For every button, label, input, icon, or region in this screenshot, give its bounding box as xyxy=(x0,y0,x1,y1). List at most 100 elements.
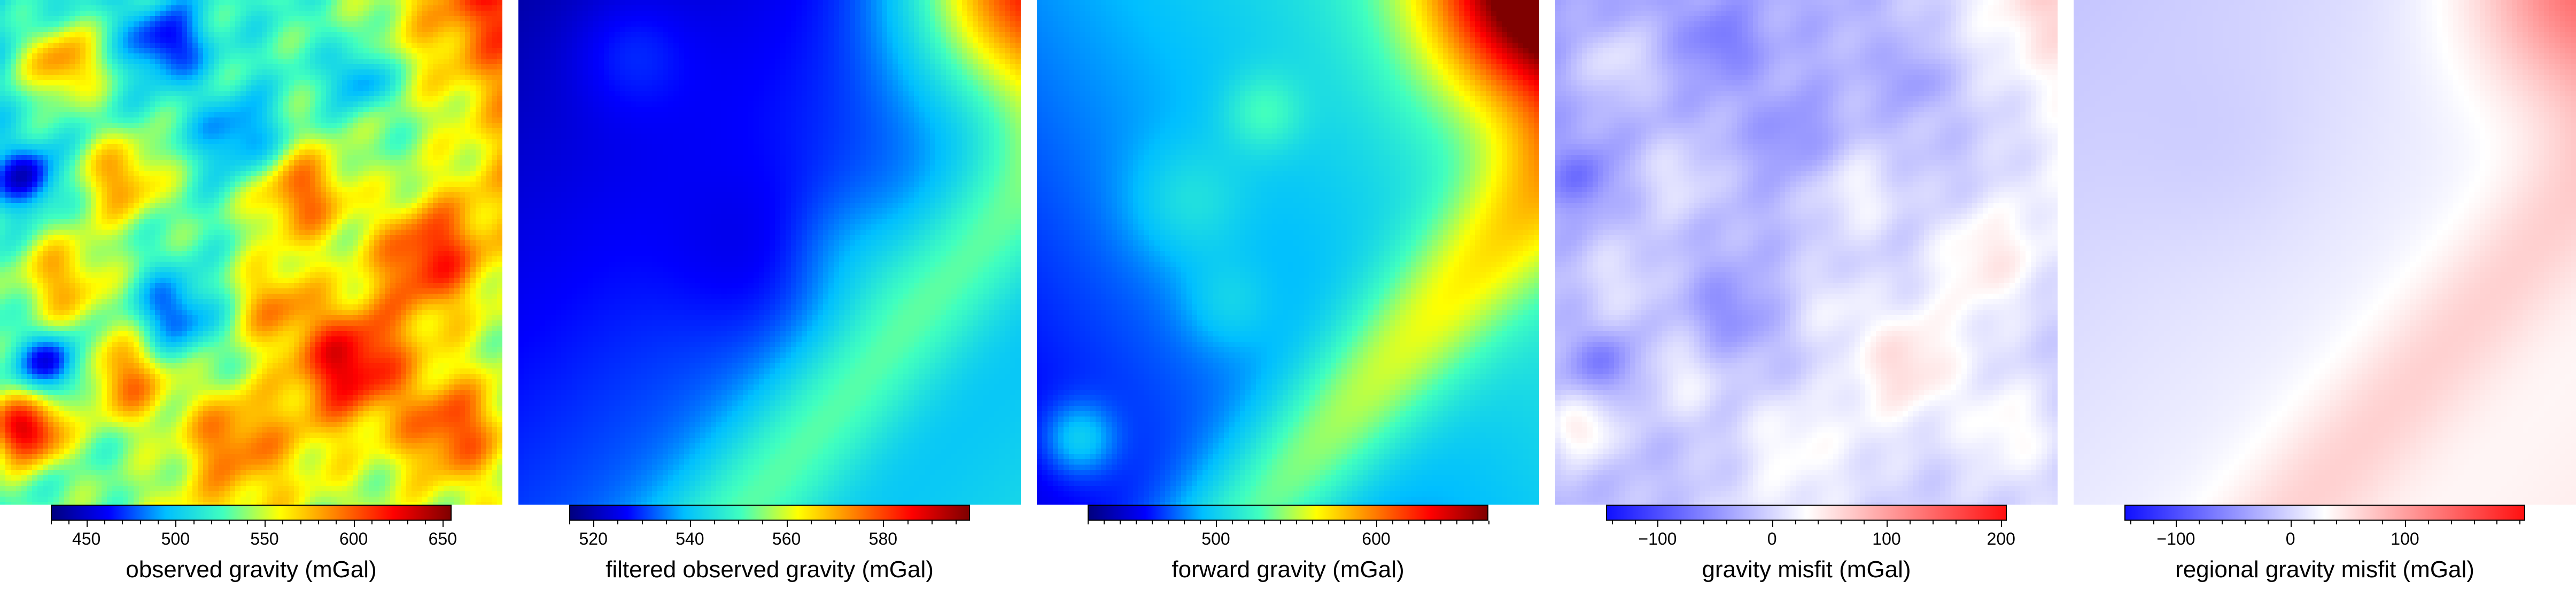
colorbar-minor-tick xyxy=(229,521,230,524)
colorbar-major-tick xyxy=(175,521,177,527)
regional-gravity-misfit-ticks: −100 0 100 xyxy=(2124,521,2525,553)
colorbar-tick-label: 100 xyxy=(2391,529,2419,549)
colorbar-minor-tick xyxy=(1488,521,1489,524)
colorbar-tick-label: 520 xyxy=(579,529,607,549)
colorbar-major-tick xyxy=(265,521,266,527)
colorbar-tick-label: 550 xyxy=(250,529,278,549)
colorbar-minor-tick xyxy=(1978,521,1980,524)
colorbar-minor-tick xyxy=(2245,521,2246,524)
colorbar-minor-tick xyxy=(68,521,70,524)
colorbar-minor-tick xyxy=(336,521,337,524)
panel-forward-gravity: 500 600 forward gravity (mGal) xyxy=(1037,0,1539,589)
colorbar-minor-tick xyxy=(569,521,570,524)
colorbar-minor-tick xyxy=(1232,521,1233,524)
colorbar-minor-tick xyxy=(1264,521,1265,524)
observed-gravity-label: observed gravity (mGal) xyxy=(0,556,502,583)
colorbar-minor-tick xyxy=(1408,521,1409,524)
colorbar-minor-tick xyxy=(51,521,52,524)
colorbar-tick-label: 500 xyxy=(161,529,190,549)
observed-gravity-map xyxy=(0,0,502,505)
panel-gravity-misfit: −100 0 100 200 gravity misfit (mGal) xyxy=(1555,0,2058,589)
colorbar-minor-tick xyxy=(810,521,812,524)
colorbar-minor-tick xyxy=(318,521,319,524)
colorbar-minor-tick xyxy=(1955,521,1957,524)
panel-observed-gravity: 450 500 550 600 650 observed gravity (mGal) xyxy=(0,0,502,589)
regional-gravity-misfit-colorbar xyxy=(2124,505,2525,521)
colorbar-major-tick xyxy=(443,521,444,527)
colorbar-minor-tick xyxy=(371,521,373,524)
colorbar-minor-tick xyxy=(738,521,740,524)
colorbar-minor-tick xyxy=(2199,521,2200,524)
regional-gravity-misfit-raster xyxy=(2074,0,2576,505)
colorbar-tick-label: 600 xyxy=(1362,529,1390,549)
colorbar-major-tick xyxy=(2001,521,2003,527)
colorbar-tick-label: 0 xyxy=(1767,529,1777,549)
colorbar-minor-tick xyxy=(1818,521,1819,524)
filtered-observed-gravity-ticks: 520 540 560 580 xyxy=(569,521,970,553)
colorbar-minor-tick xyxy=(1440,521,1441,524)
colorbar-tick-label: 560 xyxy=(772,529,801,549)
colorbar-minor-tick xyxy=(1088,521,1089,524)
colorbar-minor-tick xyxy=(1611,521,1613,524)
colorbar-tick-label: 450 xyxy=(72,529,100,549)
colorbar-minor-tick xyxy=(1703,521,1705,524)
colorbar-minor-tick xyxy=(2473,521,2475,524)
colorbar-minor-tick xyxy=(1296,521,1297,524)
forward-gravity-label: forward gravity (mGal) xyxy=(1037,556,1539,583)
colorbar-minor-tick xyxy=(1248,521,1249,524)
colorbar-minor-tick xyxy=(1726,521,1727,524)
colorbar-tick-label: 580 xyxy=(869,529,897,549)
colorbar-minor-tick xyxy=(859,521,860,524)
colorbar-tick-label: 540 xyxy=(676,529,704,549)
colorbar-minor-tick xyxy=(2427,521,2429,524)
gravity-misfit-ticks: −100 0 100 200 xyxy=(1606,521,2015,553)
colorbar-minor-tick xyxy=(139,521,141,524)
colorbar-minor-tick xyxy=(2450,521,2452,524)
colorbar-minor-tick xyxy=(2313,521,2315,524)
gravity-misfit-map xyxy=(1555,0,2058,505)
forward-gravity-raster xyxy=(1037,0,1539,505)
colorbar-minor-tick xyxy=(1749,521,1750,524)
colorbar-tick-label: −100 xyxy=(2156,529,2195,549)
colorbar-minor-tick xyxy=(1168,521,1169,524)
gravity-misfit-raster xyxy=(1555,0,2058,505)
colorbar-minor-tick xyxy=(2267,521,2269,524)
colorbar-minor-tick xyxy=(1312,521,1313,524)
colorbar-minor-tick xyxy=(2496,521,2498,524)
colorbar-minor-tick xyxy=(246,521,248,524)
observed-gravity-raster xyxy=(0,0,502,505)
colorbar-tick-label: 0 xyxy=(2286,529,2295,549)
colorbar-minor-tick xyxy=(1680,521,1682,524)
colorbar-tick-label: 500 xyxy=(1201,529,1230,549)
colorbar-minor-tick xyxy=(282,521,284,524)
colorbar-minor-tick xyxy=(931,521,933,524)
colorbar-minor-tick xyxy=(1200,521,1201,524)
colorbar-minor-tick xyxy=(1184,521,1185,524)
colorbar-minor-tick xyxy=(617,521,619,524)
filtered-observed-gravity-map xyxy=(518,0,1021,505)
filtered-observed-gravity-colorbar xyxy=(569,505,970,521)
colorbar-minor-tick xyxy=(1152,521,1153,524)
colorbar-minor-tick xyxy=(1456,521,1457,524)
colorbar-minor-tick xyxy=(1104,521,1105,524)
colorbar-minor-tick xyxy=(300,521,301,524)
forward-gravity-ticks: 500 600 xyxy=(1088,521,1489,553)
colorbar-major-tick xyxy=(2405,521,2406,527)
colorbar-major-tick xyxy=(1772,521,1773,527)
colorbar-minor-tick xyxy=(2382,521,2384,524)
colorbar-major-tick xyxy=(689,521,691,527)
colorbar-major-tick xyxy=(593,521,595,527)
colorbar-minor-tick xyxy=(762,521,764,524)
colorbar-minor-tick xyxy=(389,521,391,524)
colorbar-major-tick xyxy=(86,521,88,527)
colorbar-minor-tick xyxy=(1472,521,1473,524)
colorbar-minor-tick xyxy=(665,521,667,524)
colorbar-minor-tick xyxy=(1280,521,1281,524)
colorbar-minor-tick xyxy=(1392,521,1393,524)
filtered-observed-gravity-raster xyxy=(518,0,1021,505)
colorbar-major-tick xyxy=(883,521,884,527)
colorbar-major-tick xyxy=(786,521,788,527)
colorbar-minor-tick xyxy=(1120,521,1121,524)
colorbar-major-tick xyxy=(1216,521,1217,527)
